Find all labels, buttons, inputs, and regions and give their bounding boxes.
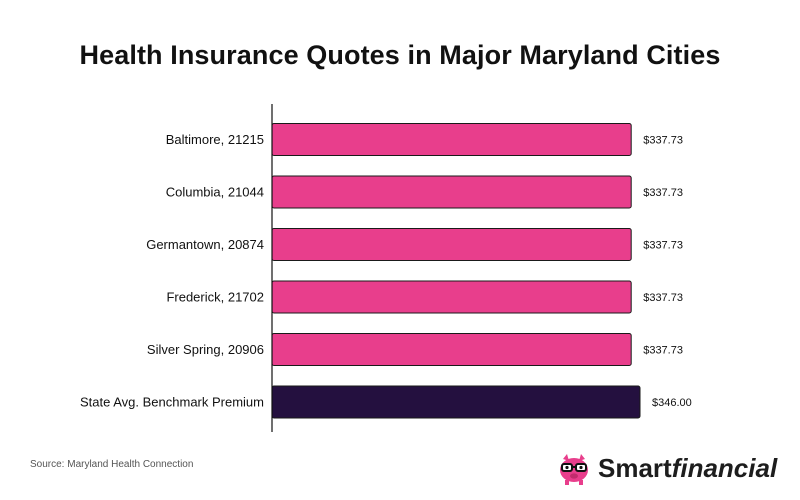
bar: [271, 123, 632, 156]
bar: [271, 333, 632, 366]
source-note: Source: Maryland Health Connection: [30, 459, 194, 470]
category-label: Frederick, 21702: [166, 290, 264, 305]
brand-logo: Smartfinancial: [556, 448, 777, 488]
value-label: $346.00: [652, 397, 692, 409]
brand-name-part1: Smart: [598, 453, 672, 483]
bar: [271, 175, 632, 209]
category-label: State Avg. Benchmark Premium: [80, 395, 264, 410]
bar: [271, 280, 632, 314]
brand-name-part2: financial: [671, 453, 778, 483]
category-label: Germantown, 20874: [146, 237, 264, 252]
value-label: $337.73: [643, 187, 683, 199]
bar: [271, 228, 632, 261]
chart-title: Health Insurance Quotes in Major Marylan…: [79, 40, 721, 70]
value-label: $337.73: [643, 345, 683, 357]
value-label: $337.73: [643, 240, 683, 252]
value-label: $337.73: [643, 135, 683, 147]
piggy-bank-mascot-icon: [560, 454, 588, 485]
bar-chart: Baltimore, 21215 $337.73 Columbia, 21044 $3…: [80, 104, 692, 432]
brand-wordmark: Smartfinancial: [598, 455, 777, 481]
bar: [271, 385, 641, 419]
category-label: Columbia, 21044: [166, 185, 264, 200]
value-label: $337.73: [643, 292, 683, 304]
category-label: Silver Spring, 20906: [147, 342, 264, 357]
category-label: Baltimore, 21215: [166, 132, 264, 147]
